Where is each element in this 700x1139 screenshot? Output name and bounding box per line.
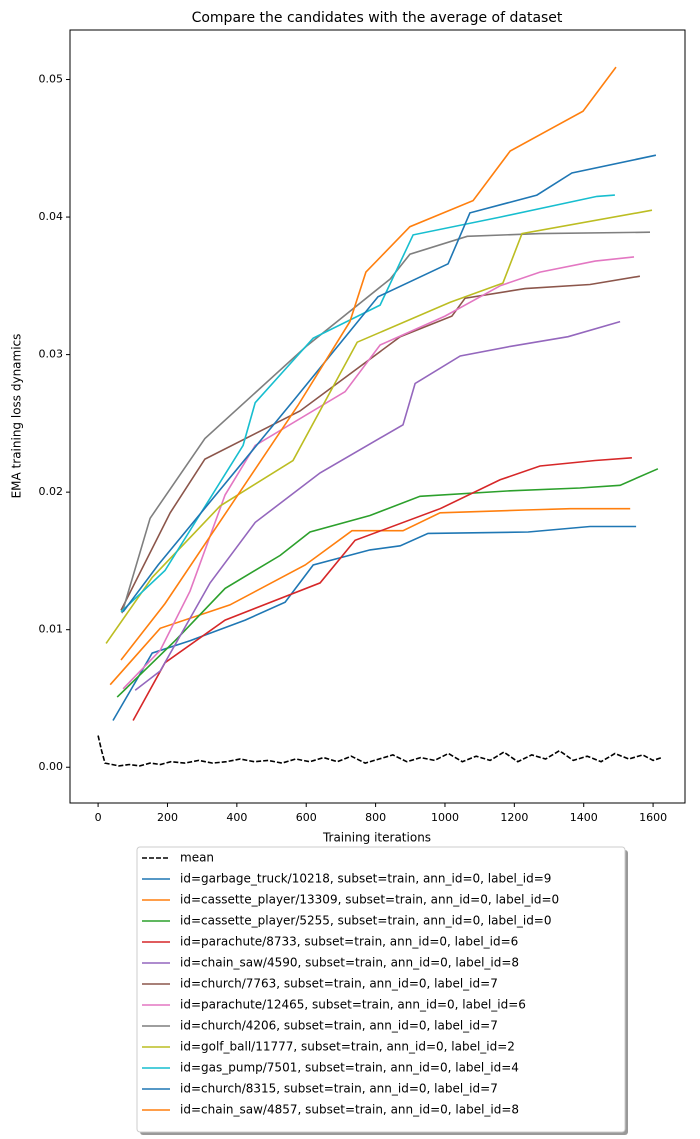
y-tick-label: 0.03 xyxy=(39,348,64,361)
x-axis-label: Training iterations xyxy=(322,831,431,845)
series-line xyxy=(132,457,632,721)
legend-label: id=parachute/8733, subset=train, ann_id=… xyxy=(180,935,518,949)
series-line xyxy=(120,275,641,611)
x-tick-label: 600 xyxy=(296,811,317,824)
series-line xyxy=(109,507,631,686)
y-tick-label: 0.05 xyxy=(39,73,64,86)
x-tick-label: 1000 xyxy=(431,811,459,824)
legend-label: id=church/7763, subset=train, ann_id=0, … xyxy=(180,977,498,991)
series-line xyxy=(120,194,615,613)
series-line xyxy=(122,154,657,613)
legend-label: id=church/4206, subset=train, ann_id=0, … xyxy=(180,1019,498,1033)
legend-label: id=cassette_player/13309, subset=train, … xyxy=(180,893,559,907)
y-tick-label: 0.00 xyxy=(39,760,64,773)
chart-title: Compare the candidates with the average … xyxy=(192,10,563,26)
series-line xyxy=(121,231,651,614)
y-tick-label: 0.04 xyxy=(39,210,64,223)
legend-label: id=gas_pump/7501, subset=train, ann_id=0… xyxy=(180,1061,519,1075)
x-tick-label: 1200 xyxy=(500,811,528,824)
legend-label: id=cassette_player/5255, subset=train, a… xyxy=(180,914,552,928)
series-line xyxy=(120,66,617,661)
series-line xyxy=(122,256,635,690)
x-tick-label: 1600 xyxy=(639,811,667,824)
y-axis-label: EMA training loss dynamics xyxy=(10,334,24,499)
series-line xyxy=(97,735,663,767)
x-tick-label: 0 xyxy=(95,811,102,824)
legend-box xyxy=(136,846,626,1133)
x-tick-label: 200 xyxy=(157,811,178,824)
legend-label: mean xyxy=(180,851,214,865)
legend-label: id=church/8315, subset=train, ann_id=0, … xyxy=(180,1082,498,1096)
legend-label: id=chain_saw/4857, subset=train, ann_id=… xyxy=(180,1103,519,1117)
legend-label: id=chain_saw/4590, subset=train, ann_id=… xyxy=(180,956,519,970)
legend-label: id=parachute/12465, subset=train, ann_id… xyxy=(180,998,526,1012)
x-tick-label: 1400 xyxy=(570,811,598,824)
x-tick-label: 800 xyxy=(365,811,386,824)
y-tick-label: 0.01 xyxy=(39,623,64,636)
legend-label: id=golf_ball/11777, subset=train, ann_id… xyxy=(180,1040,515,1054)
x-tick-label: 400 xyxy=(226,811,247,824)
series-line xyxy=(105,209,653,644)
series-line xyxy=(134,320,621,691)
y-tick-label: 0.02 xyxy=(39,485,64,498)
plot-frame xyxy=(69,29,686,804)
series-line xyxy=(116,468,659,698)
legend-label: id=garbage_truck/10218, subset=train, an… xyxy=(180,872,551,886)
